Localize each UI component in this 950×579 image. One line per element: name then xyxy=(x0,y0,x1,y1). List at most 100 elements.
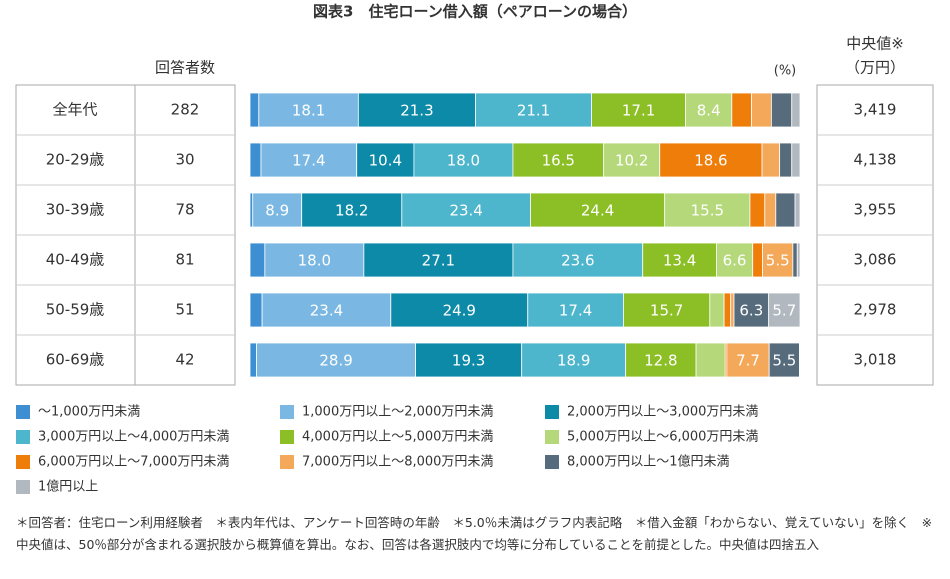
bar-segment xyxy=(730,292,735,328)
bar-segment xyxy=(762,242,794,278)
bar-segment xyxy=(363,242,514,278)
footnote: ＊回答者：住宅ローン利用経験者 ＊表内年代は、アンケート回答時の年齢 ＊5.0％… xyxy=(16,515,933,552)
legend-swatch xyxy=(545,455,559,469)
value-label: 24.9 xyxy=(443,302,476,320)
bar-segment xyxy=(264,242,365,278)
median-value: 4,138 xyxy=(854,151,897,169)
bar-segment xyxy=(723,292,732,328)
bar-segment xyxy=(249,92,260,128)
bar-segment xyxy=(709,292,725,328)
legend-label: 4,000万円以上～5,000万円未満 xyxy=(302,430,493,445)
bar-segment xyxy=(796,242,801,278)
bar-segment xyxy=(726,342,770,378)
respondent-count: 51 xyxy=(175,301,194,319)
value-label: 18.6 xyxy=(694,152,727,170)
value-label: 21.3 xyxy=(400,102,433,120)
value-label: 17.4 xyxy=(292,152,325,170)
bar-segment xyxy=(249,242,266,278)
bar-segment xyxy=(390,292,529,328)
value-label: 18.2 xyxy=(335,202,368,220)
respondent-count: 81 xyxy=(175,251,194,269)
bar-segment xyxy=(761,142,781,178)
bar-segment xyxy=(794,192,801,228)
category-label: 全年代 xyxy=(52,101,97,119)
bar-segment xyxy=(791,142,801,178)
bar-segment xyxy=(258,92,359,128)
value-label: 24.4 xyxy=(581,202,614,220)
bar-segment xyxy=(733,292,770,328)
value-label: 5.5 xyxy=(772,352,796,370)
legend-label: 6,000万円以上～7,000万円未満 xyxy=(38,455,229,470)
legend-swatch xyxy=(545,405,559,419)
legend-label: 1,000万円以上～2,000万円未満 xyxy=(302,405,493,420)
category-label: 30-39歳 xyxy=(46,201,105,219)
bar-segment xyxy=(512,242,644,278)
legend-swatch xyxy=(16,405,30,419)
category-label: 20-29歳 xyxy=(46,151,105,169)
legend-swatch xyxy=(280,405,294,419)
value-label: 8.4 xyxy=(697,102,721,120)
legend-label: 7,000万円以上～8,000万円未満 xyxy=(302,455,493,470)
median-value: 3,018 xyxy=(854,351,897,369)
chart-title: 図表3 住宅ローン借入額（ペアローンの場合） xyxy=(313,3,637,21)
respondent-count: 282 xyxy=(171,101,200,119)
value-label: 5.5 xyxy=(766,252,790,270)
bar-segment xyxy=(716,242,754,278)
legend-swatch xyxy=(16,455,30,469)
value-label: 7.7 xyxy=(736,352,760,370)
value-label: 13.4 xyxy=(663,252,696,270)
bar-segment xyxy=(664,192,751,228)
value-label: 15.5 xyxy=(691,202,724,220)
bar-segment xyxy=(260,142,358,178)
bar-segment xyxy=(775,192,796,228)
median-value: 3,086 xyxy=(854,251,897,269)
bar-segment xyxy=(512,142,605,178)
legend-swatch xyxy=(280,455,294,469)
column-header: 回答者数 xyxy=(155,59,215,77)
value-label: 10.4 xyxy=(369,152,402,170)
bar-segment xyxy=(261,292,392,328)
value-label: 18.0 xyxy=(298,252,331,270)
value-label: 17.4 xyxy=(559,302,592,320)
bar-segment xyxy=(530,192,666,228)
median-value: 2,978 xyxy=(854,301,897,319)
bar-segment xyxy=(356,142,415,178)
median-value: 3,419 xyxy=(854,101,897,119)
bar-segment xyxy=(625,342,697,378)
value-label: 18.1 xyxy=(292,102,325,120)
respondent-count: 30 xyxy=(175,151,194,169)
bar-segment xyxy=(791,92,801,128)
legend-swatch xyxy=(280,430,294,444)
respondent-count: 42 xyxy=(175,351,194,369)
value-label: 27.1 xyxy=(422,252,455,270)
bar-segment xyxy=(771,92,793,128)
category-label: 60-69歳 xyxy=(46,351,105,369)
bar-segment xyxy=(799,342,801,378)
value-label: 16.5 xyxy=(542,152,575,170)
legend-label: 5,000万円以上～6,000万円未満 xyxy=(567,430,758,445)
legend-label: ～1,000万円未満 xyxy=(38,405,140,420)
value-label: 23.6 xyxy=(561,252,594,270)
value-label: 23.4 xyxy=(449,202,482,220)
bar-segment xyxy=(413,142,514,178)
legend-label: 8,000万円以上～1億円未満 xyxy=(567,454,730,470)
bar-segment xyxy=(751,92,772,128)
category-label: 40-49歳 xyxy=(46,251,105,269)
legend-swatch xyxy=(545,430,559,444)
bar-segment xyxy=(764,192,777,228)
value-label: 19.3 xyxy=(452,352,485,370)
value-label: 5.7 xyxy=(772,302,796,320)
bar-segment xyxy=(752,242,764,278)
bar-segment xyxy=(252,192,303,228)
unit-label: (%) xyxy=(774,64,797,79)
column-header: 中央値※ xyxy=(846,35,904,53)
respondent-count: 78 xyxy=(175,201,194,219)
value-label: 21.1 xyxy=(517,102,550,120)
bar-segment xyxy=(301,192,403,228)
value-label: 18.0 xyxy=(447,152,480,170)
value-label: 10.2 xyxy=(615,152,648,170)
value-label: 6.6 xyxy=(723,252,747,270)
bar-segment xyxy=(695,342,726,378)
